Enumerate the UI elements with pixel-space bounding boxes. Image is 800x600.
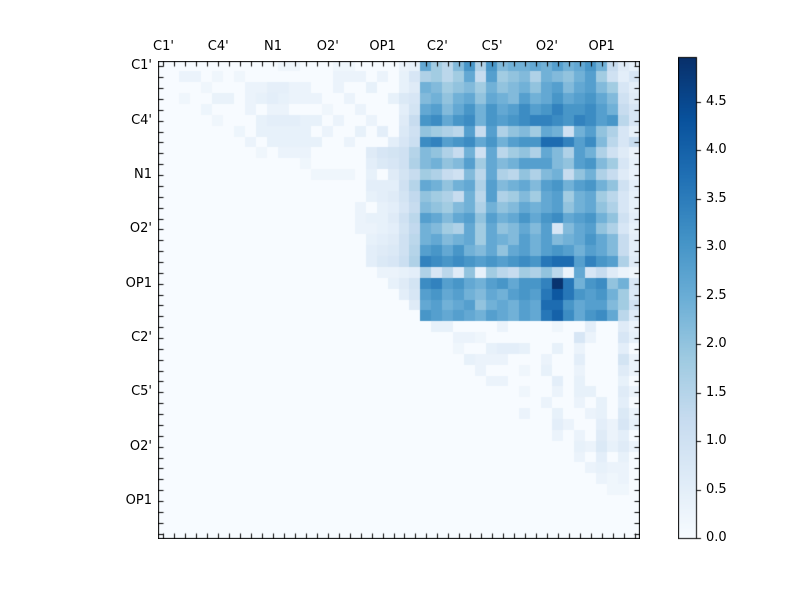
- colorbar-tick-label: 4.0: [706, 142, 727, 158]
- x-axis-label: O2': [535, 39, 558, 54]
- colorbar-tick-label: 1.0: [706, 433, 727, 449]
- colorbar-tick-label: 2.0: [706, 336, 727, 352]
- x-axis-label: O2': [316, 39, 339, 54]
- y-axis-label: OP1: [125, 492, 152, 508]
- colorbar-tick-label: 3.5: [706, 190, 727, 206]
- heatmap-canvas: [158, 61, 640, 539]
- y-axis-label: O2': [129, 221, 152, 237]
- x-axis-label: C2': [426, 39, 448, 54]
- colorbar-tick-label: 1.5: [706, 384, 727, 400]
- colorbar-tick-label: 2.5: [706, 287, 727, 303]
- x-axis-label: C1': [153, 39, 174, 54]
- colorbar-canvas: [678, 56, 705, 540]
- y-axis-label: C5': [131, 384, 152, 400]
- x-axis-label: C4': [207, 39, 229, 54]
- x-axis-label: OP1: [369, 39, 396, 54]
- y-axis-label: O2': [129, 438, 152, 454]
- y-axis-label: OP1: [125, 275, 152, 291]
- x-axis-label: N1: [264, 39, 283, 54]
- y-axis-label: C2': [131, 330, 152, 346]
- colorbar-tick-label: 4.5: [706, 93, 727, 109]
- y-axis-label: C4': [131, 112, 152, 128]
- colorbar-tick-label: 0.5: [706, 481, 727, 497]
- x-axis-label: C5': [481, 39, 503, 54]
- y-axis-label: N1: [134, 167, 152, 183]
- colorbar-tick-label: 0.0: [706, 530, 727, 545]
- colorbar-tick-label: 3.0: [706, 239, 727, 255]
- y-axis-label: C1': [131, 58, 152, 74]
- x-axis-label: OP1: [588, 39, 615, 54]
